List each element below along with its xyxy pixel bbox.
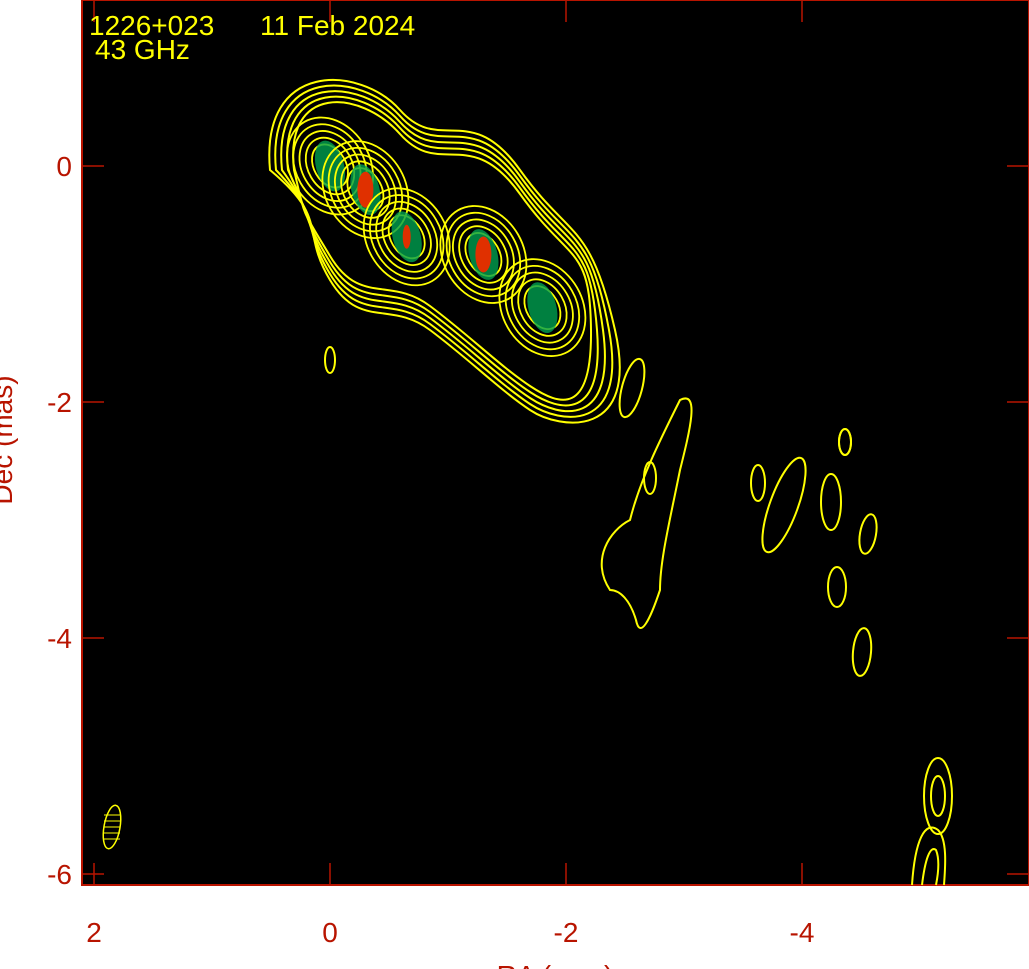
contour: [268, 78, 621, 424]
contour: [600, 397, 693, 629]
contour: [921, 848, 940, 886]
component-contour: [304, 136, 356, 196]
component-contour: [517, 278, 568, 337]
contour: [911, 826, 947, 886]
x-tick-labels: 2 0 -2 -4: [86, 917, 814, 948]
component-contour: [511, 271, 574, 344]
component-contour: [439, 205, 528, 304]
axis-ticks: [82, 0, 1029, 885]
component-contour: [375, 200, 439, 273]
observation-date: 11 Feb 2024: [260, 10, 415, 41]
x-tick-label: 2: [86, 917, 102, 948]
component-contour: [362, 187, 451, 287]
x-tick-label: -2: [554, 917, 579, 948]
y-tick-label: 0: [56, 151, 72, 182]
contour: [820, 473, 842, 531]
contour: [827, 566, 847, 608]
contour: [286, 95, 599, 407]
component-contour: [292, 123, 368, 209]
contour: [280, 90, 606, 413]
component-contour: [286, 116, 374, 216]
component-contour: [381, 207, 432, 266]
component-contour: [451, 218, 515, 291]
contour: [851, 627, 873, 677]
component-contour: [340, 160, 391, 219]
contour: [292, 101, 593, 401]
x-tick-label: -4: [790, 917, 815, 948]
contour: [274, 84, 614, 418]
component-contour: [321, 140, 410, 239]
frequency-label: 43 GHz: [95, 34, 190, 65]
contour: [750, 464, 766, 502]
y-tick-label: -6: [47, 859, 72, 890]
plot-area: [81, 0, 1029, 886]
beam-ellipse: [102, 804, 122, 850]
y-tick-labels: 0 -2 -4 -6: [47, 151, 72, 890]
component-contour: [504, 264, 581, 351]
component-contour: [327, 146, 404, 233]
y-tick-label: -4: [47, 623, 72, 654]
contour: [838, 428, 852, 456]
component-contour: [369, 194, 445, 280]
x-axis-label: RA (mas): [497, 960, 614, 969]
component-peak: [357, 171, 374, 208]
source-name: 1226+023: [89, 10, 214, 41]
contour: [923, 757, 953, 835]
y-axis-label: Dec (mas): [0, 375, 18, 504]
component-intensity: [527, 282, 558, 333]
component-peak: [402, 224, 411, 249]
y-tick-label: -2: [47, 387, 72, 418]
jet-contours: [268, 78, 953, 886]
component-contour: [458, 225, 509, 284]
contour: [930, 775, 946, 817]
contour: [618, 357, 646, 419]
x-tick-label: 0: [322, 917, 338, 948]
component-contour: [298, 130, 362, 202]
contour: [324, 346, 336, 374]
component-contour: [498, 258, 587, 357]
component-peak: [475, 236, 492, 273]
contour: [761, 456, 807, 554]
contour: [858, 513, 878, 555]
